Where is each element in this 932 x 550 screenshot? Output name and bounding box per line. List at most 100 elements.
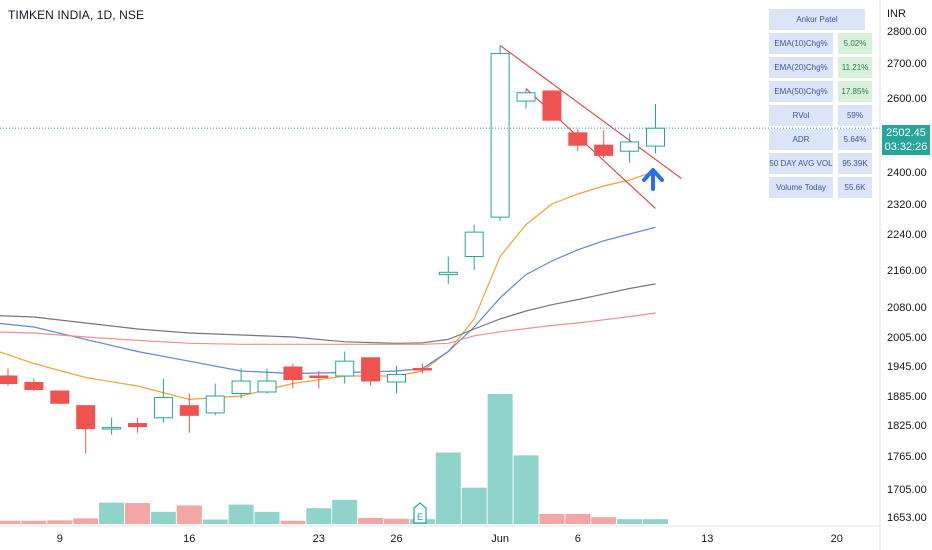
breakout-arrow-icon xyxy=(642,168,664,191)
stat-value: 5.64% xyxy=(838,129,872,150)
stat-label: EMA(50)Chg% xyxy=(769,81,833,102)
price-tick-label: 1885.00 xyxy=(887,391,927,403)
candle xyxy=(594,130,614,159)
volume-bar xyxy=(99,502,125,524)
price-axis[interactable]: 2800.002700.002600.002480.002400.002320.… xyxy=(887,26,927,524)
stat-value: 17.85% xyxy=(838,81,872,102)
price-tick-label: 2700.00 xyxy=(887,58,927,70)
price-tick-label: 2600.00 xyxy=(887,93,927,105)
candle xyxy=(0,368,18,386)
price-tick-label: 1705.00 xyxy=(887,484,927,496)
volume-bar xyxy=(202,519,228,524)
stat-value: 59% xyxy=(838,105,872,126)
volume-bar xyxy=(461,487,487,524)
candle xyxy=(102,417,122,435)
time-tick-label: 23 xyxy=(313,533,325,545)
stat-label: Volume Today xyxy=(769,177,833,198)
candle xyxy=(257,368,277,394)
stat-label: EMA(10)Chg% xyxy=(769,33,833,54)
stat-label: RVol xyxy=(769,105,833,126)
candle xyxy=(438,256,458,284)
stat-label: ADR xyxy=(769,129,833,150)
last-price-badge: 2502.45 03:32:26 xyxy=(882,125,930,155)
volume-bar xyxy=(358,517,384,524)
time-axis[interactable]: 9 16 23 26 Jun 6 13 20 xyxy=(57,533,843,545)
candle xyxy=(620,133,640,163)
candle xyxy=(490,45,510,221)
earnings-marker[interactable]: E xyxy=(413,502,427,524)
candle xyxy=(153,378,173,423)
candle xyxy=(179,393,199,433)
time-tick-label: 13 xyxy=(701,533,713,545)
stat-value: 95.39K xyxy=(838,153,872,174)
ema-line xyxy=(0,226,656,375)
stat-value: 55.6K xyxy=(838,177,872,198)
candle xyxy=(205,383,225,416)
time-tick-label: 6 xyxy=(575,533,581,545)
price-tick-label: 2400.00 xyxy=(887,167,927,179)
last-price-value: 2502.45 xyxy=(886,127,926,139)
time-tick-label: 16 xyxy=(183,533,195,545)
volume-bar xyxy=(539,513,565,524)
volume-bar xyxy=(591,517,617,524)
price-tick-label: 2005.00 xyxy=(887,332,927,344)
candle xyxy=(128,417,147,433)
candle xyxy=(24,378,44,391)
volume-layer xyxy=(0,394,668,524)
time-tick-label: 9 xyxy=(57,533,63,545)
stat-value: 5.02% xyxy=(838,33,872,54)
volume-bar xyxy=(643,519,668,524)
candle xyxy=(568,128,588,152)
candle-layer xyxy=(0,45,665,454)
price-tick-label: 2320.00 xyxy=(887,199,927,211)
earnings-marker-label: E xyxy=(417,512,423,522)
price-tick-label: 1765.00 xyxy=(887,451,927,463)
volume-bar xyxy=(47,520,73,524)
volume-bar xyxy=(254,511,280,524)
volume-bar xyxy=(176,505,202,524)
candle xyxy=(542,90,562,121)
candle xyxy=(646,103,665,154)
candle xyxy=(76,405,96,454)
price-tick-label: 1945.00 xyxy=(887,361,927,373)
candle xyxy=(50,390,70,405)
candle xyxy=(412,363,432,374)
stat-value: 11.21% xyxy=(838,57,872,78)
ema-layer xyxy=(0,170,656,401)
volume-bar xyxy=(21,520,47,524)
volume-bar xyxy=(565,513,591,524)
volume-bar xyxy=(280,520,306,524)
price-tick-label: 2160.00 xyxy=(887,265,927,277)
volume-bar xyxy=(125,503,150,524)
candle xyxy=(231,368,251,399)
volume-bar xyxy=(487,394,513,524)
volume-bar xyxy=(384,518,409,524)
volume-bar xyxy=(435,452,461,524)
price-tick-label: 1653.00 xyxy=(887,512,927,524)
stat-label: Ankur Patel xyxy=(769,9,865,30)
currency-label: INR xyxy=(887,8,906,20)
stat-label: EMA(20)Chg% xyxy=(769,57,833,78)
chart-title: TIMKEN INDIA, 1D, NSE xyxy=(8,8,145,22)
candle xyxy=(464,224,484,270)
candle xyxy=(516,89,536,109)
trend-channel-line[interactable] xyxy=(499,44,682,179)
volume-bar xyxy=(228,504,254,524)
volume-bar xyxy=(150,511,176,524)
candle xyxy=(309,371,329,389)
price-tick-label: 2800.00 xyxy=(887,26,927,38)
time-tick-label: 26 xyxy=(390,533,402,545)
time-tick-label: 20 xyxy=(831,533,843,545)
price-tick-label: 2240.00 xyxy=(887,229,927,241)
volume-bar xyxy=(617,519,643,524)
volume-bar xyxy=(306,508,332,524)
price-tick-label: 2080.00 xyxy=(887,302,927,314)
volume-bar xyxy=(332,499,358,524)
price-tick-label: 1825.00 xyxy=(887,420,927,432)
countdown-timer: 03:32:26 xyxy=(884,141,928,153)
volume-bar xyxy=(0,520,21,524)
ema-line xyxy=(0,312,656,345)
stat-label: 50 DAY AVG VOL xyxy=(769,153,833,174)
ema-line xyxy=(0,170,656,401)
